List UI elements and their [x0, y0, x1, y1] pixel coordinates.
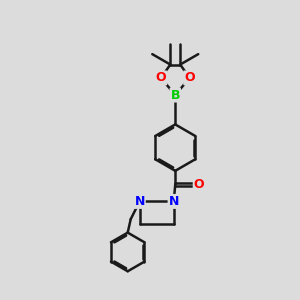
Text: N: N	[169, 195, 179, 208]
Text: O: O	[156, 71, 166, 84]
Text: N: N	[134, 195, 145, 208]
Text: O: O	[194, 178, 204, 191]
Text: O: O	[184, 71, 195, 84]
Text: B: B	[170, 88, 180, 101]
